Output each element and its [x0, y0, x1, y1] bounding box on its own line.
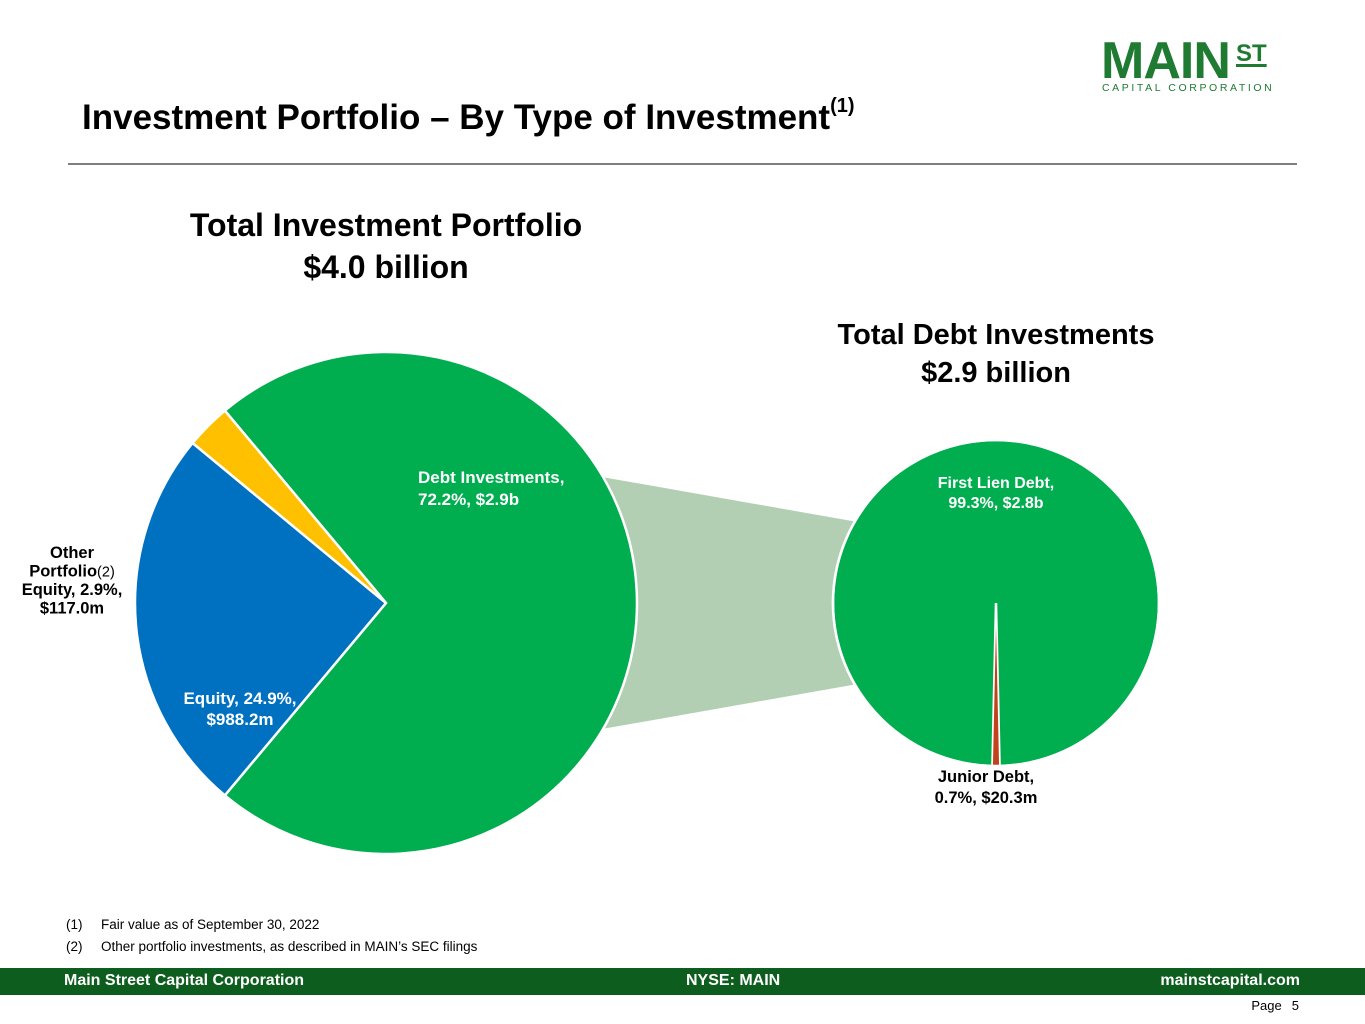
slice-debt-investments — [223, 350, 639, 856]
page-title-note: (1) — [830, 95, 855, 118]
label-first-lien-debt: First Lien Debt, 99.3%, $2.8b — [938, 475, 1054, 512]
label-equity-line-1: Equity, 24.9%, — [183, 689, 296, 708]
footnote-2-text: Other portfolio investments, as describe… — [101, 939, 478, 954]
small-pie-outline — [831, 438, 1161, 768]
footer-website: mainstcapital.com — [1160, 972, 1300, 989]
label-other-portfolio-equity: Other Portfolio(2) Equity, 2.9%, $117.0m — [22, 544, 123, 618]
pie1-subtitle: $4.0 billion — [303, 249, 468, 285]
footer-bar: Main Street Capital Corporation NYSE: MA… — [0, 968, 1365, 995]
label-junior-debt-line-2: 0.7%, $20.3m — [935, 789, 1038, 807]
footnote-2: (2) Other portfolio investments, as descr… — [66, 936, 477, 958]
label-debt-investments: Debt Investments, 72.2%, $2.9b — [418, 468, 564, 509]
page-number-value: 5 — [1291, 998, 1299, 1013]
label-first-lien-debt-line-2: 99.3%, $2.8b — [948, 495, 1043, 512]
footer-company: Main Street Capital Corporation — [64, 972, 305, 989]
label-other-portfolio-equity-line-2: Portfolio(2) — [29, 563, 115, 581]
footnote-1: (1) Fair value as of September 30, 2022 — [66, 914, 477, 936]
label-other-portfolio-equity-line-4: $117.0m — [40, 600, 104, 618]
pie2-title: Total Debt Investments — [838, 319, 1155, 351]
logo-subtitle: CAPITAL CORPORATION — [1102, 82, 1275, 94]
label-first-lien-debt-line-1: First Lien Debt, — [938, 475, 1054, 492]
slice-equity — [133, 441, 388, 797]
slice-other-portfolio-equity — [191, 409, 388, 605]
title-divider — [68, 163, 1297, 165]
pie1-title: Total Investment Portfolio — [190, 207, 582, 243]
pie1-title-line-1: Total Investment Portfolio — [190, 207, 582, 243]
label-junior-debt: Junior Debt, 0.7%, $20.3m — [935, 768, 1038, 807]
label-equity: Equity, 24.9%, $988.2m — [183, 689, 296, 729]
pie2-title-line-1: Total Debt Investments — [838, 319, 1155, 351]
label-equity-line-2: $988.2m — [206, 710, 273, 729]
footer-ticker: NYSE: MAIN — [686, 972, 781, 989]
page-title: Investment Portfolio – By Type of Invest… — [82, 95, 855, 138]
footnote-2-number: (2) — [66, 939, 83, 954]
page-number: Page 5 — [1251, 998, 1299, 1013]
company-logo: MAIN ST CAPITAL CORPORATION — [1098, 34, 1280, 96]
footnotes: (1) Fair value as of September 30, 2022 (… — [66, 914, 477, 958]
label-other-portfolio-equity-line-3: Equity, 2.9%, — [22, 581, 123, 599]
logo-superscript: ST — [1236, 40, 1267, 67]
label-debt-investments-line-2: 72.2%, $2.9b — [418, 490, 519, 509]
logo-main-text: MAIN — [1101, 32, 1231, 90]
label-other-portfolio-equity-note: (2) — [97, 565, 115, 581]
footnote-1-text: Fair value as of September 30, 2022 — [101, 917, 320, 932]
page-title-text: Investment Portfolio – By Type of Invest… — [82, 98, 831, 137]
label-junior-debt-line-1: Junior Debt, — [938, 768, 1034, 786]
pie1-subtitle-line-1: $4.0 billion — [303, 249, 468, 285]
label-other-portfolio-equity-line-1: Other — [50, 544, 95, 562]
page-label: Page — [1251, 998, 1282, 1013]
pie2-subtitle-line-1: $2.9 billion — [921, 357, 1071, 389]
footnote-1-number: (1) — [66, 917, 83, 932]
label-debt-investments-line-1: Debt Investments, — [418, 468, 564, 487]
pie2-subtitle: $2.9 billion — [921, 357, 1071, 389]
